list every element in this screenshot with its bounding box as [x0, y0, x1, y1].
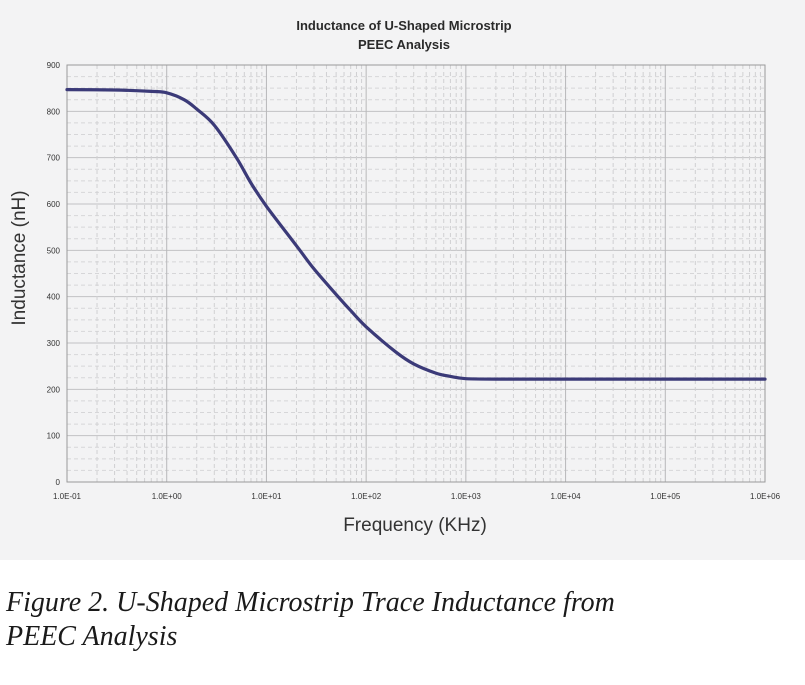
inductance-chart: Inductance of U-Shaped Microstrip PEEC A…: [9, 18, 781, 536]
y-tick-label: 500: [47, 246, 61, 255]
y-tick-label: 900: [47, 61, 61, 70]
y-tick-label: 300: [47, 339, 61, 348]
chart-panel: Inductance of U-Shaped Microstrip PEEC A…: [0, 0, 805, 560]
plot-area-frame: [66, 64, 766, 483]
x-tick-label: 1.0E+06: [750, 492, 781, 501]
x-tick-label: 1.0E+00: [152, 492, 183, 501]
caption-line-1: Figure 2. U-Shaped Microstrip Trace Indu…: [6, 587, 615, 618]
y-tick-label: 800: [47, 107, 61, 116]
y-tick-label: 600: [47, 200, 61, 209]
y-tick-label: 0: [56, 478, 61, 487]
figure-caption: Figure 2. U-Shaped Microstrip Trace Indu…: [6, 586, 796, 654]
y-tick-label: 400: [47, 293, 61, 302]
chart-title-line-2: PEEC Analysis: [358, 37, 450, 52]
x-tick-label: 1.0E+03: [451, 492, 482, 501]
tick-labels: 0 100 200 300 400 500 600 700 800 900 1.0E-01 1.0E+…: [47, 61, 781, 501]
x-tick-label: 1.0E-01: [53, 492, 82, 501]
y-axis-label: Inductance (nH): [9, 190, 30, 325]
chart-title-line-1: Inductance of U-Shaped Microstrip: [296, 18, 511, 33]
grid-lines: [66, 65, 765, 482]
x-tick-label: 1.0E+04: [551, 492, 582, 501]
x-tick-label: 1.0E+01: [251, 492, 282, 501]
y-tick-label: 200: [47, 385, 61, 394]
x-tick-label: 1.0E+05: [650, 492, 681, 501]
y-tick-label: 100: [47, 432, 61, 441]
x-tick-label: 1.0E+02: [351, 492, 382, 501]
y-tick-label: 700: [47, 154, 61, 163]
x-axis-label: Frequency (KHz): [343, 515, 487, 536]
caption-line-2: PEEC Analysis: [6, 621, 178, 652]
inductance-series-line: [65, 88, 767, 381]
